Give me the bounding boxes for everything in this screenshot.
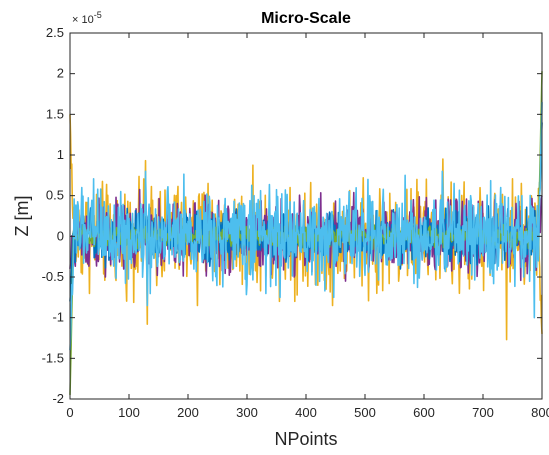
y-tick-label: 1.5 [46,106,64,121]
y-exponent-label: × 10-5 [72,10,102,26]
y-exponent-power: -5 [94,10,102,20]
y-axis-title: Z [m] [12,196,32,237]
y-tick-label: -1.5 [42,350,64,365]
y-tick-label: 2.5 [46,25,64,40]
ticks-layer: 0 100 200 300 400 500 600 700 800 -2 -1.5 -1 -0.5 0 0.… [42,25,549,420]
x-tick-label: 0 [66,405,73,420]
x-tick-label: 200 [177,405,199,420]
y-tick-label: -2 [52,391,64,406]
y-tick-label: -0.5 [42,269,64,284]
y-tick-label: 2 [57,66,64,81]
x-tick-label: 500 [354,405,376,420]
y-tick-label: 0.5 [46,188,64,203]
y-tick-label: -1 [52,310,64,325]
x-axis-title: NPoints [274,429,337,449]
y-exponent-base: × 10 [72,14,94,26]
x-tick-label: 700 [472,405,494,420]
y-tick-label: 0 [57,228,64,243]
x-tick-label: 300 [236,405,258,420]
series-layer [69,71,543,395]
y-tick-label: 1 [57,147,64,162]
x-tick-label: 400 [295,405,317,420]
x-tick-label: 800 [531,405,549,420]
x-tick-label: 100 [118,405,140,420]
x-tick-label: 600 [413,405,435,420]
series-line [69,102,543,351]
chart-title: Micro-Scale [261,10,351,27]
